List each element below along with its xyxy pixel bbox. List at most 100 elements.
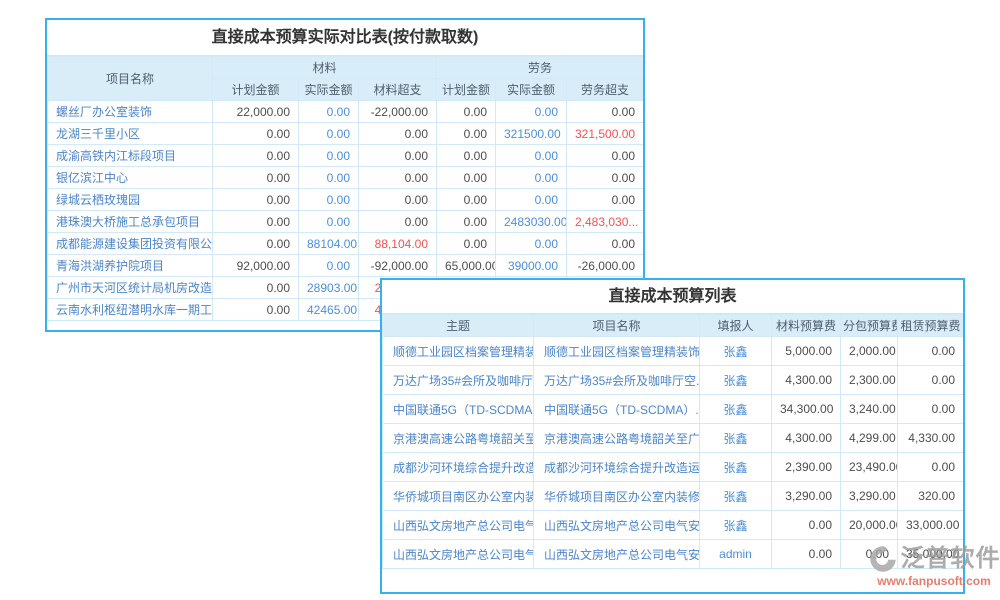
amount-cell: 0.00 — [212, 122, 299, 145]
amount-cell: 0.00 — [298, 254, 359, 277]
amount-cell: 0.00 — [436, 122, 496, 145]
comparison-table-panel: 直接成本预算实际对比表(按付款取数) 项目名称 材料 劳务 计划金额 实际金额 … — [45, 18, 645, 332]
project-name-link[interactable]: 成都沙河环境综合提升改造运... — [533, 452, 700, 482]
amount-cell: 0.00 — [358, 210, 437, 233]
col-header-labor-overspend: 劳务超支 — [566, 78, 643, 101]
subject-link[interactable]: 山西弘文房地产总公司电气安... — [382, 510, 534, 540]
subject-link[interactable]: 成都沙河环境综合提升改造运... — [382, 452, 534, 482]
amount-cell: 65,000.00 — [436, 254, 496, 277]
amount-cell: 0.00 — [566, 188, 643, 211]
table-row: 银亿滨江中心 0.00 0.00 0.00 0.00 0.00 0.00 — [47, 166, 643, 189]
col-header-labor-plan: 计划金额 — [436, 78, 496, 101]
table-row: 港珠澳大桥施工总承包项目 0.00 0.00 0.00 0.00 2483030.00 2,… — [47, 210, 643, 233]
amount-cell: 0.00 — [358, 166, 437, 189]
project-name-link[interactable]: 成都能源建设集团投资有限公司临 — [47, 232, 213, 255]
subject-link[interactable]: 顺德工业园区档案管理精装饰... — [382, 336, 534, 366]
subcontract-budget-cell: 4,299.00 — [840, 423, 898, 453]
project-name-link[interactable]: 山西弘文房地产总公司电气安... — [533, 510, 700, 540]
subject-link[interactable]: 山西弘文房地产总公司电气安... — [382, 539, 534, 569]
amount-cell: 0.00 — [212, 276, 299, 299]
list-header-row: 主题 项目名称 填报人 材料预算费 分包预算费 租赁预算费 — [382, 314, 963, 337]
budget-list-panel: 直接成本预算列表 主题 项目名称 填报人 材料预算费 分包预算费 租赁预算费 顺… — [380, 278, 965, 594]
subject-link[interactable]: 万达广场35#会所及咖啡厅空... — [382, 365, 534, 395]
project-name-link[interactable]: 成渝高铁内江标段项目 — [47, 144, 213, 167]
amount-cell: 0.00 — [298, 188, 359, 211]
amount-cell: 0.00 — [212, 144, 299, 167]
subcontract-budget-cell: 2,300.00 — [840, 365, 898, 395]
comparison-table-title: 直接成本预算实际对比表(按付款取数) — [47, 20, 643, 56]
table-row: 螺丝厂办公室装饰 22,000.00 0.00 -22,000.00 0.00 0.00 0… — [47, 100, 643, 123]
material-budget-cell: 4,300.00 — [771, 423, 841, 453]
subject-link[interactable]: 京港澳高速公路粤境韶关至广... — [382, 423, 534, 453]
subject-link[interactable]: 中国联通5G（TD-SCDMA）网... — [382, 394, 534, 424]
project-name-link[interactable]: 港珠澳大桥施工总承包项目 — [47, 210, 213, 233]
amount-cell: 0.00 — [298, 122, 359, 145]
table-row: 山西弘文房地产总公司电气安...山西弘文房地产总公司电气安...admin0.0… — [382, 539, 963, 569]
amount-cell: -92,000.00 — [358, 254, 437, 277]
amount-cell: 0.00 — [298, 166, 359, 189]
subcontract-budget-cell: 20,000.00 — [840, 510, 898, 540]
project-name-link[interactable]: 银亿滨江中心 — [47, 166, 213, 189]
reporter-cell: 张鑫 — [699, 423, 772, 453]
col-header-reporter: 填报人 — [699, 314, 772, 337]
project-name-link[interactable]: 青海洪湖养护院项目 — [47, 254, 213, 277]
amount-cell: 0.00 — [566, 232, 643, 255]
project-name-link[interactable]: 绿城云栖玫瑰园 — [47, 188, 213, 211]
reporter-cell: 张鑫 — [699, 365, 772, 395]
material-budget-cell: 4,300.00 — [771, 365, 841, 395]
amount-cell: 0.00 — [298, 144, 359, 167]
col-header-project-name: 项目名称 — [47, 56, 213, 101]
col-header-material-plan: 计划金额 — [212, 78, 299, 101]
rental-budget-cell: 320.00 — [897, 481, 963, 511]
project-name-link[interactable]: 中国联通5G（TD-SCDMA）... — [533, 394, 700, 424]
project-name-link[interactable]: 万达广场35#会所及咖啡厅空... — [533, 365, 700, 395]
amount-cell: 0.00 — [212, 232, 299, 255]
col-header-rental-budget: 租赁预算费 — [897, 314, 963, 337]
budget-list-table: 主题 项目名称 填报人 材料预算费 分包预算费 租赁预算费 顺德工业园区档案管理… — [382, 314, 963, 569]
amount-cell: 0.00 — [436, 210, 496, 233]
subcontract-budget-cell: 0.00 — [840, 539, 898, 569]
amount-cell: 0.00 — [495, 166, 567, 189]
material-budget-cell: 2,390.00 — [771, 452, 841, 482]
col-header-material-budget: 材料预算费 — [771, 314, 841, 337]
amount-cell: 92,000.00 — [212, 254, 299, 277]
table-row: 京港澳高速公路粤境韶关至广...京港澳高速公路粤境韶关至广...张鑫4,300.… — [382, 423, 963, 453]
amount-cell: 2483030.00 — [495, 210, 567, 233]
project-name-link[interactable]: 云南水利枢纽潜明水库一期工程施 — [47, 298, 213, 321]
amount-cell: 88104.00 — [298, 232, 359, 255]
reporter-cell: 张鑫 — [699, 481, 772, 511]
project-name-link[interactable]: 广州市天河区统计局机房改造项目 — [47, 276, 213, 299]
amount-cell: 42465.00 — [298, 298, 359, 321]
col-header-material-overspend: 材料超支 — [358, 78, 437, 101]
project-name-link[interactable]: 华侨城项目南区办公室内装修... — [533, 481, 700, 511]
project-name-link[interactable]: 螺丝厂办公室装饰 — [47, 100, 213, 123]
project-name-link[interactable]: 京港澳高速公路粤境韶关至广... — [533, 423, 700, 453]
subject-link[interactable]: 华侨城项目南区办公室内装修... — [382, 481, 534, 511]
amount-cell: 39000.00 — [495, 254, 567, 277]
subcontract-budget-cell: 3,290.00 — [840, 481, 898, 511]
table-row: 万达广场35#会所及咖啡厅空...万达广场35#会所及咖啡厅空...张鑫4,30… — [382, 365, 963, 395]
amount-cell: 0.00 — [566, 166, 643, 189]
rental-budget-cell: 35,000.00 — [897, 539, 963, 569]
reporter-cell: 张鑫 — [699, 452, 772, 482]
subcontract-budget-cell: 2,000.00 — [840, 336, 898, 366]
project-name-link[interactable]: 顺德工业园区档案管理精装饰... — [533, 336, 700, 366]
table-row: 龙湖三千里小区 0.00 0.00 0.00 0.00 321500.00 321,500.… — [47, 122, 643, 145]
subcontract-budget-cell: 3,240.00 — [840, 394, 898, 424]
material-budget-cell: 34,300.00 — [771, 394, 841, 424]
project-name-link[interactable]: 山西弘文房地产总公司电气安... — [533, 539, 700, 569]
rental-budget-cell: 0.00 — [897, 365, 963, 395]
project-name-link[interactable]: 龙湖三千里小区 — [47, 122, 213, 145]
reporter-cell: 张鑫 — [699, 336, 772, 366]
col-header-subject: 主题 — [382, 314, 534, 337]
amount-cell: 0.00 — [436, 232, 496, 255]
rental-budget-cell: 0.00 — [897, 394, 963, 424]
rental-budget-cell: 33,000.00 — [897, 510, 963, 540]
table-row: 成都沙河环境综合提升改造运...成都沙河环境综合提升改造运...张鑫2,390.… — [382, 452, 963, 482]
amount-cell: 0.00 — [212, 298, 299, 321]
amount-cell: 0.00 — [358, 144, 437, 167]
amount-cell: 0.00 — [298, 100, 359, 123]
amount-cell: 0.00 — [212, 210, 299, 233]
table-row: 顺德工业园区档案管理精装饰...顺德工业园区档案管理精装饰...张鑫5,000.… — [382, 336, 963, 366]
amount-cell: 0.00 — [495, 232, 567, 255]
